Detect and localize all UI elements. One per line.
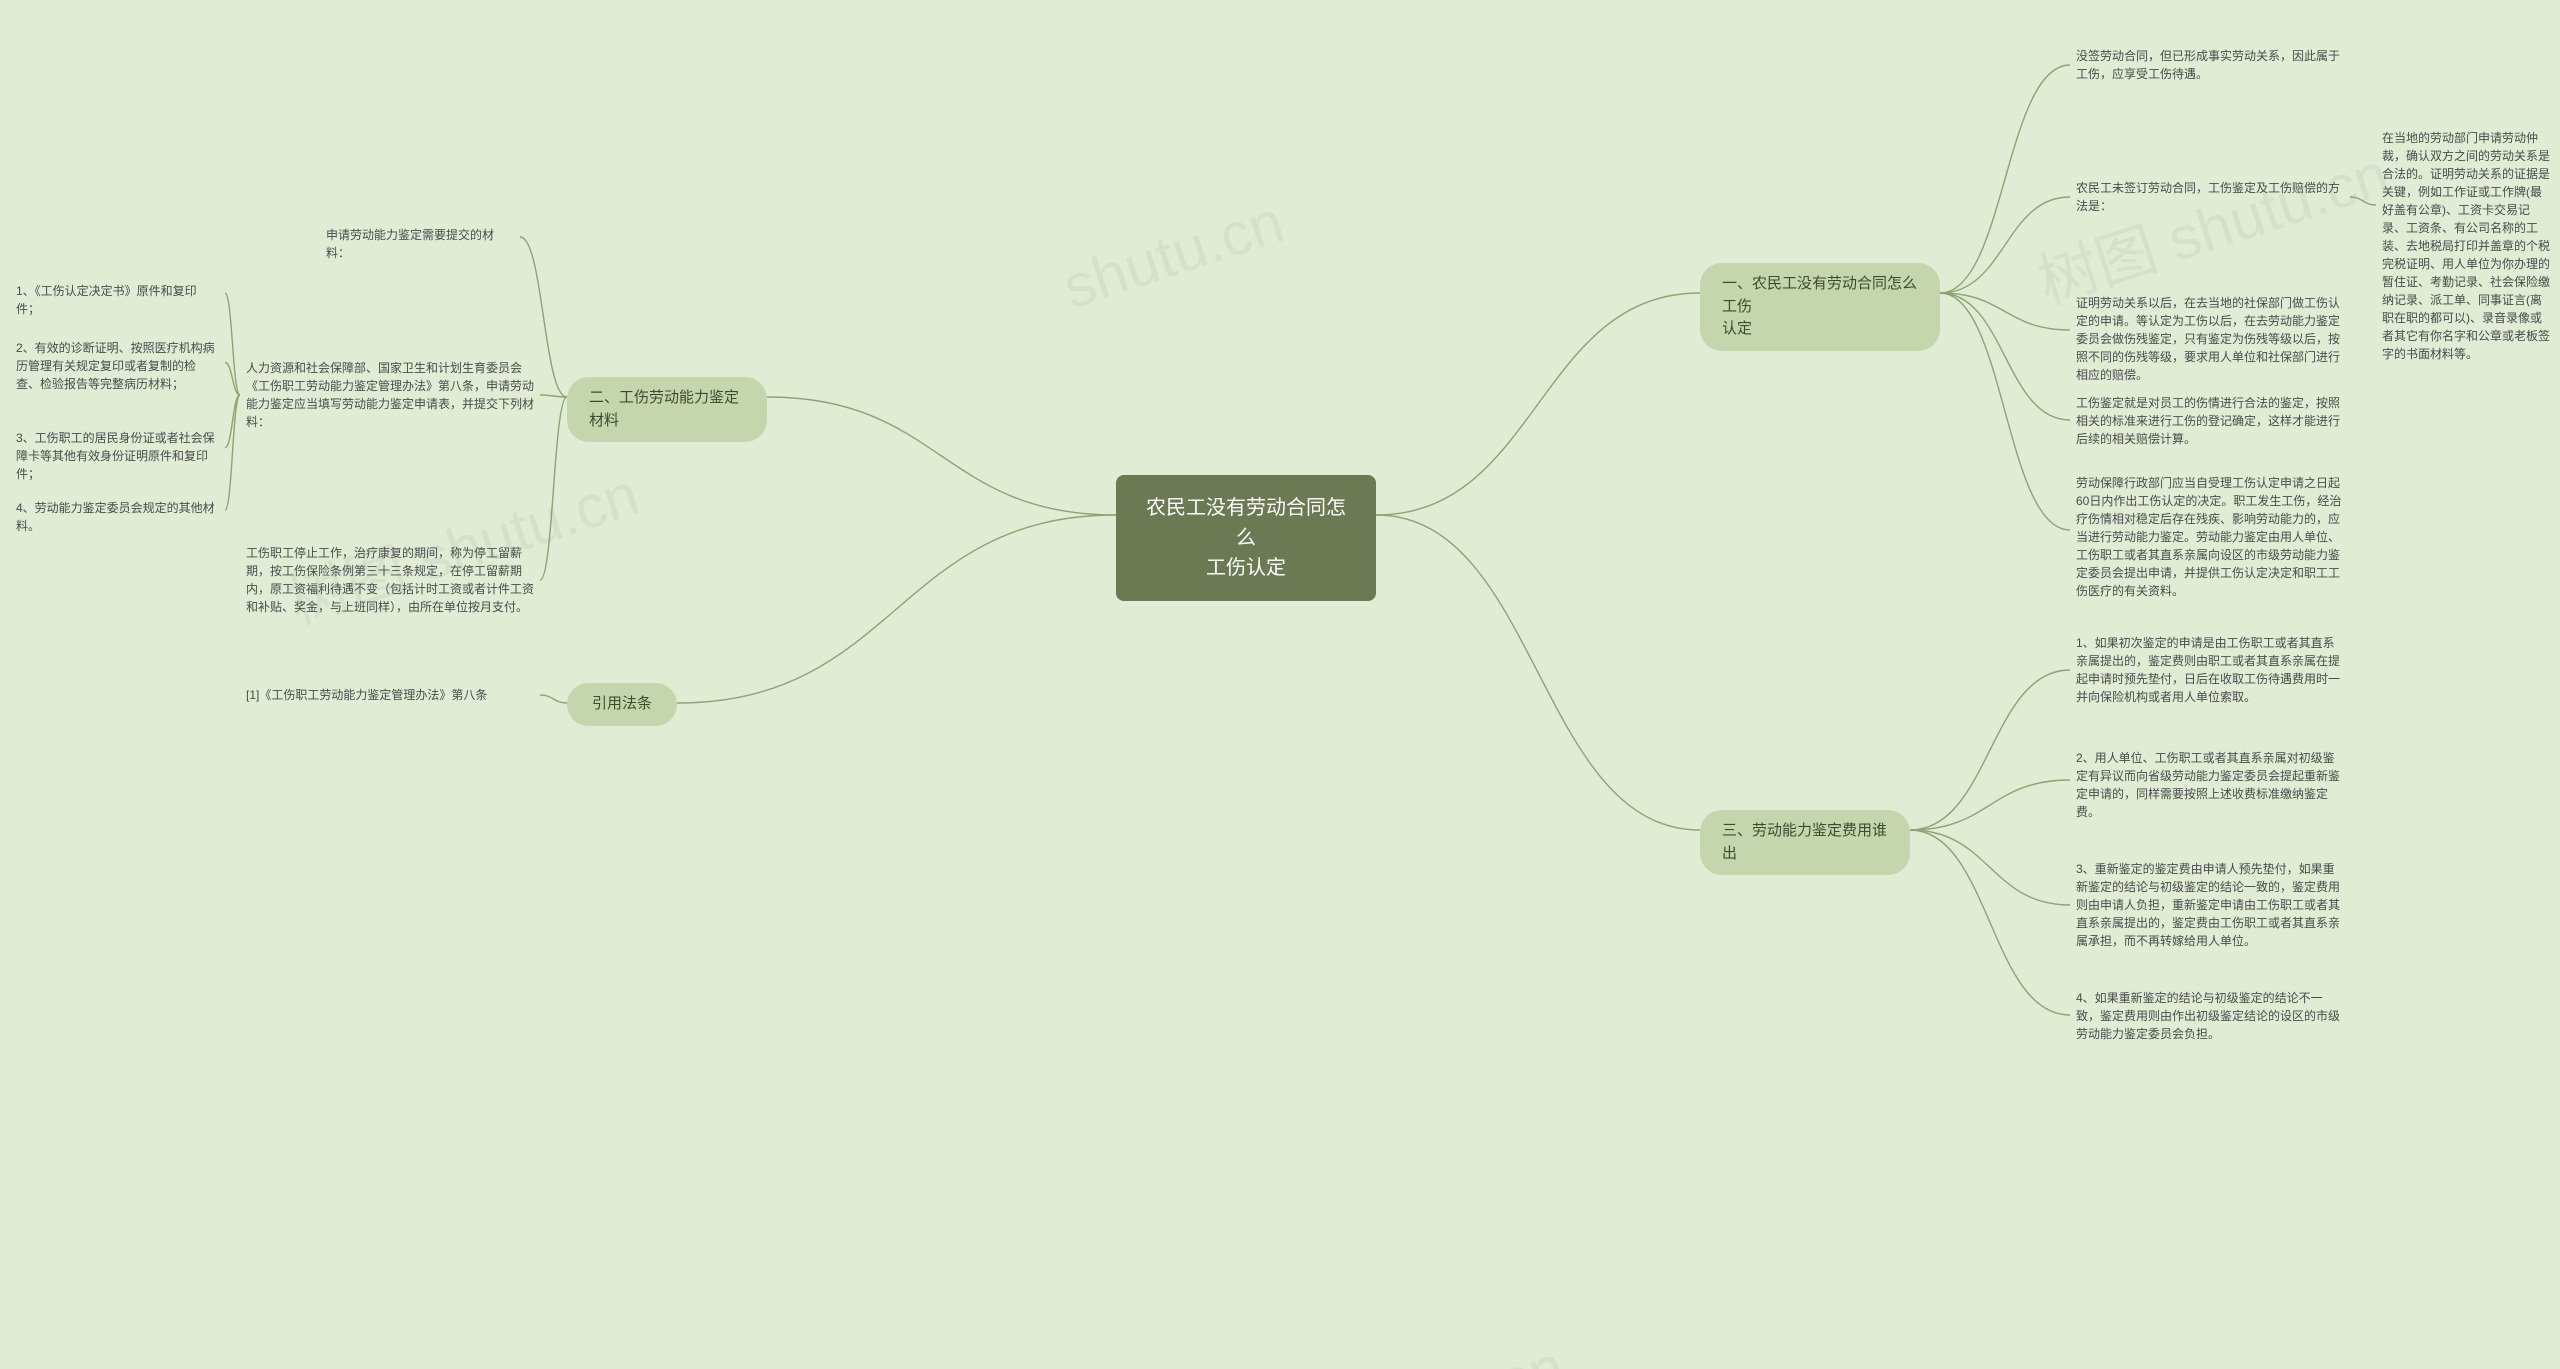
node-b2_top: 申请劳动能力鉴定需要提交的材料：	[320, 222, 520, 266]
node-b2_1c: 3、工伤职工的居民身份证或者社会保障卡等其他有效身份证明原件和复印件；	[10, 425, 225, 487]
edge	[1910, 830, 2070, 905]
watermark: shutu.cn	[1055, 187, 1292, 323]
node-b3_4: 4、如果重新鉴定的结论与初级鉴定的结论不一致，鉴定费用则由作出初级鉴定结论的设区…	[2070, 985, 2350, 1047]
node-b3_2: 2、用人单位、工伤职工或者其直系亲属对初级鉴定有异议而向省级劳动能力鉴定委员会提…	[2070, 745, 2350, 825]
node-text: 没签劳动合同，但已形成事实劳动关系，因此属于工伤，应享受工伤待遇。	[2076, 47, 2344, 83]
node-b3: 三、劳动能力鉴定费用谁出	[1700, 810, 1910, 875]
node-text: 2、用人单位、工伤职工或者其直系亲属对初级鉴定有异议而向省级劳动能力鉴定委员会提…	[2076, 749, 2344, 821]
edge	[1376, 515, 1700, 830]
edge	[1940, 65, 2070, 293]
node-b2_1: 人力资源和社会保障部、国家卫生和计划生育委员会《工伤职工劳动能力鉴定管理办法》第…	[240, 355, 540, 435]
node-text: 引用法条	[592, 693, 652, 716]
node-text: 农民工未签订劳动合同，工伤鉴定及工伤赔偿的方法是：	[2076, 179, 2344, 215]
node-text: [1]《工伤职工劳动能力鉴定管理办法》第八条	[246, 686, 487, 704]
edge	[1910, 830, 2070, 1015]
edge	[1940, 293, 2070, 330]
node-text: 人力资源和社会保障部、国家卫生和计划生育委员会《工伤职工劳动能力鉴定管理办法》第…	[246, 359, 534, 431]
edge	[1940, 197, 2070, 293]
node-b1_3: 证明劳动关系以后，在去当地的社保部门做工伤认定的申请。等认定为工伤以后，在去劳动…	[2070, 290, 2350, 388]
node-text: 二、工伤劳动能力鉴定材料	[589, 387, 745, 432]
node-b2_2: 工伤职工停止工作，治疗康复的期间，称为停工留薪期，按工伤保险条例第三十三条规定，…	[240, 530, 540, 630]
node-b3_3: 3、重新鉴定的鉴定费由申请人预先垫付，如果重新鉴定的结论与初级鉴定的结论一致的，…	[2070, 855, 2350, 955]
edge	[225, 363, 240, 396]
node-root: 农民工没有劳动合同怎么 工伤认定	[1116, 475, 1376, 601]
node-b2_1a: 1、《工伤认定决定书》原件和复印件；	[10, 278, 225, 322]
edge	[677, 515, 1116, 703]
edge	[1940, 293, 2070, 530]
edge	[225, 395, 240, 448]
node-text: 申请劳动能力鉴定需要提交的材料：	[326, 226, 514, 262]
node-text: 4、如果重新鉴定的结论与初级鉴定的结论不一致，鉴定费用则由作出初级鉴定结论的设区…	[2076, 989, 2344, 1043]
node-text: 三、劳动能力鉴定费用谁出	[1722, 820, 1888, 865]
edge	[540, 397, 567, 580]
node-b1_4: 工伤鉴定就是对员工的伤情进行合法的鉴定，按照相关的标准来进行工伤的登记确定，这样…	[2070, 390, 2350, 452]
edge	[1940, 293, 2070, 420]
node-text: 1、如果初次鉴定的申请是由工伤职工或者其直系亲属提出的，鉴定费则由职工或者其直系…	[2076, 634, 2344, 706]
node-b1_5: 劳动保障行政部门应当自受理工伤认定申请之日起60日内作出工伤认定的决定。职工发生…	[2070, 470, 2350, 604]
node-text: 工伤鉴定就是对员工的伤情进行合法的鉴定，按照相关的标准来进行工伤的登记确定，这样…	[2076, 394, 2344, 448]
node-text: 农民工没有劳动合同怎么 工伤认定	[1142, 493, 1350, 583]
node-b1_2: 农民工未签订劳动合同，工伤鉴定及工伤赔偿的方法是：	[2070, 172, 2350, 222]
node-text: 3、工伤职工的居民身份证或者社会保障卡等其他有效身份证明原件和复印件；	[16, 429, 219, 483]
node-b1: 一、农民工没有劳动合同怎么工伤 认定	[1700, 263, 1940, 351]
node-text: 工伤职工停止工作，治疗康复的期间，称为停工留薪期，按工伤保险条例第三十三条规定，…	[246, 544, 534, 616]
node-text: 1、《工伤认定决定书》原件和复印件；	[16, 282, 219, 318]
node-b4_1: [1]《工伤职工劳动能力鉴定管理办法》第八条	[240, 675, 540, 715]
watermark: cn	[1491, 1332, 1573, 1369]
node-text: 一、农民工没有劳动合同怎么工伤 认定	[1722, 273, 1918, 341]
edge	[225, 293, 240, 395]
node-b3_1: 1、如果初次鉴定的申请是由工伤职工或者其直系亲属提出的，鉴定费则由职工或者其直系…	[2070, 630, 2350, 710]
node-b4: 引用法条	[567, 683, 677, 726]
node-b1_2a: 在当地的劳动部门申请劳动仲裁，确认双方之间的劳动关系是合法的。证明劳动关系的证据…	[2376, 125, 2558, 367]
node-b2_1b: 2、有效的诊断证明、按照医疗机构病历管理有关规定复印或者复制的检查、检验报告等完…	[10, 335, 225, 397]
edge	[1910, 780, 2070, 830]
node-text: 证明劳动关系以后，在去当地的社保部门做工伤认定的申请。等认定为工伤以后，在去劳动…	[2076, 294, 2344, 384]
node-b1_1: 没签劳动合同，但已形成事实劳动关系，因此属于工伤，应享受工伤待遇。	[2070, 40, 2350, 90]
node-text: 2、有效的诊断证明、按照医疗机构病历管理有关规定复印或者复制的检查、检验报告等完…	[16, 339, 219, 393]
edge	[1910, 670, 2070, 830]
node-b2: 二、工伤劳动能力鉴定材料	[567, 377, 767, 442]
node-text: 在当地的劳动部门申请劳动仲裁，确认双方之间的劳动关系是合法的。证明劳动关系的证据…	[2382, 129, 2552, 363]
edge	[767, 397, 1116, 515]
node-text: 3、重新鉴定的鉴定费由申请人预先垫付，如果重新鉴定的结论与初级鉴定的结论一致的，…	[2076, 860, 2344, 950]
edge	[2350, 197, 2376, 205]
node-text: 4、劳动能力鉴定委员会规定的其他材料。	[16, 499, 219, 535]
edge	[540, 395, 567, 397]
edge	[1376, 293, 1700, 515]
node-text: 劳动保障行政部门应当自受理工伤认定申请之日起60日内作出工伤认定的决定。职工发生…	[2076, 474, 2344, 600]
node-b2_1d: 4、劳动能力鉴定委员会规定的其他材料。	[10, 495, 225, 539]
edge	[225, 395, 240, 510]
edge	[540, 695, 567, 703]
